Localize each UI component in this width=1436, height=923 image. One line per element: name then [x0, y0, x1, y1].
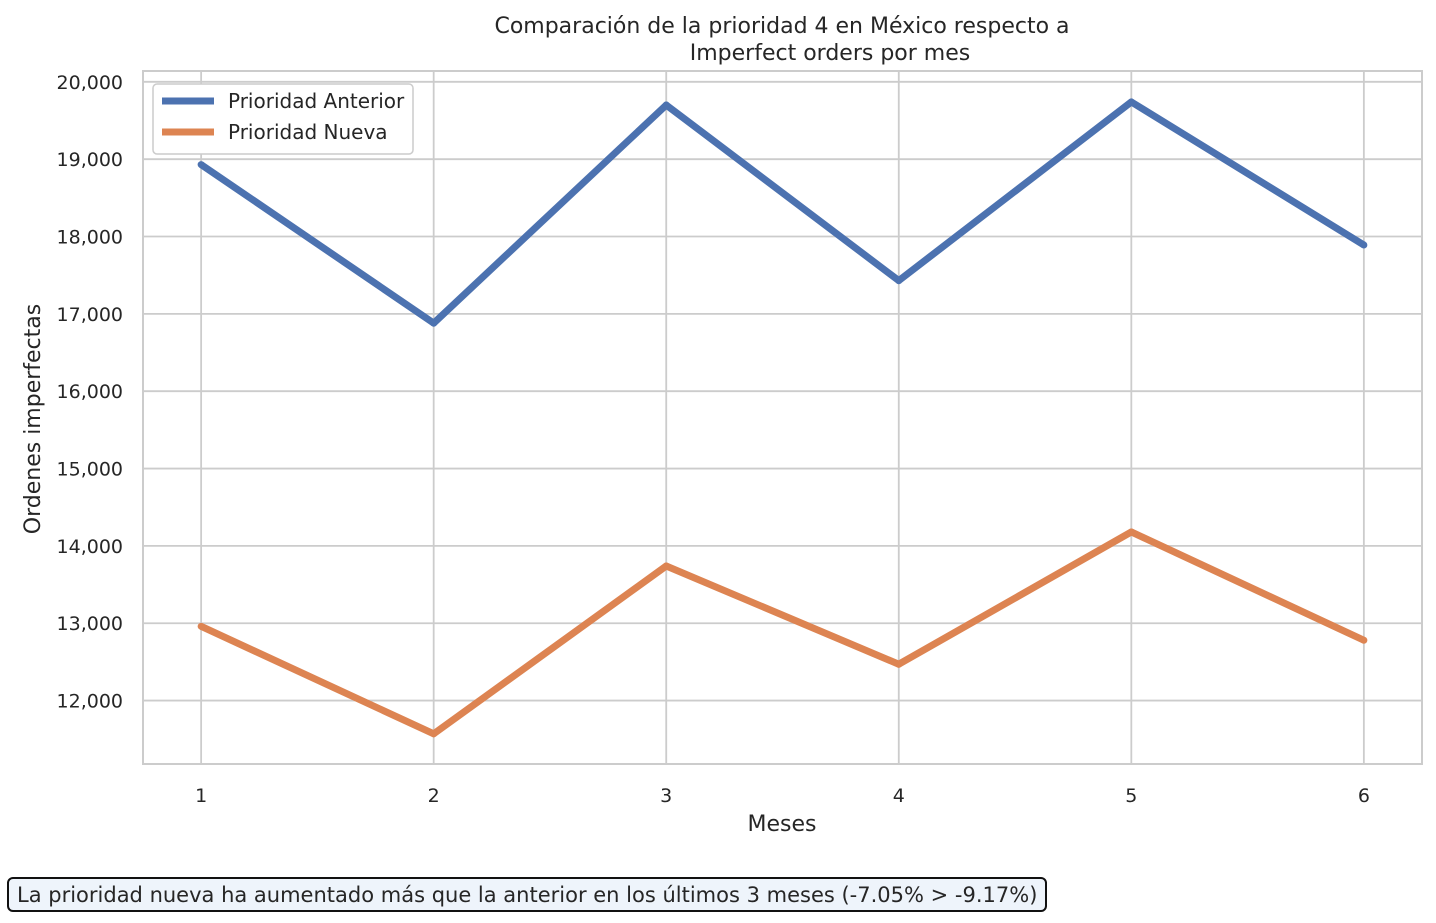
y-tick-label: 20,000: [57, 72, 123, 94]
data-point: [430, 319, 438, 327]
legend-label-prioridad-nueva: Prioridad Nueva: [228, 120, 388, 144]
y-tick-label: 19,000: [57, 149, 123, 171]
x-tick-label: 4: [893, 785, 905, 807]
y-tick-label: 12,000: [57, 691, 123, 713]
plot-frame: [142, 70, 1423, 765]
data-point: [662, 101, 670, 109]
series-layer: [197, 98, 1368, 738]
x-tick-label: 6: [1358, 785, 1370, 807]
y-tick-label: 14,000: [57, 536, 123, 558]
legend-label-prioridad-anterior: Prioridad Anterior: [228, 89, 405, 113]
series-line-prioridad-anterior: [199, 98, 1366, 327]
data-point: [1360, 241, 1368, 249]
legend-frame: [152, 83, 414, 155]
data-point: [430, 730, 438, 738]
x-tick-label: 2: [428, 785, 440, 807]
data-point: [662, 562, 670, 570]
summary-note: La prioridad nueva ha aumentado más que …: [7, 877, 1048, 912]
data-point: [1127, 528, 1135, 536]
x-tick-label: 1: [195, 785, 207, 807]
legend: Prioridad Anterior Prioridad Nueva: [152, 83, 414, 155]
chart-title-line1: Comparación de la prioridad 4 en México …: [494, 14, 1069, 39]
chart-title-line2: Imperfect orders por mes: [690, 41, 970, 66]
y-tick-label: 17,000: [57, 304, 123, 326]
y-tick-label: 15,000: [57, 459, 123, 481]
y-axis-label: Ordenes imperfectas: [21, 304, 46, 534]
y-tick-label: 16,000: [57, 381, 123, 403]
data-point: [1127, 98, 1135, 106]
x-tick-label: 3: [660, 785, 672, 807]
y-tick-label: 18,000: [57, 227, 123, 249]
data-point: [197, 622, 205, 630]
data-point: [197, 161, 205, 169]
data-point: [895, 660, 903, 668]
grid: [143, 71, 1422, 764]
x-tick-labels: 1 2 3 4 5 6: [195, 785, 1370, 807]
y-tick-labels: 12,000 13,000 14,000 15,000 16,000 17,000 18,0…: [57, 72, 123, 713]
data-point: [895, 277, 903, 285]
data-point: [1360, 636, 1368, 644]
y-tick-label: 13,000: [57, 613, 123, 635]
series-line-prioridad-nueva: [199, 528, 1366, 738]
x-tick-label: 5: [1125, 785, 1137, 807]
x-axis-label: Meses: [748, 812, 817, 837]
